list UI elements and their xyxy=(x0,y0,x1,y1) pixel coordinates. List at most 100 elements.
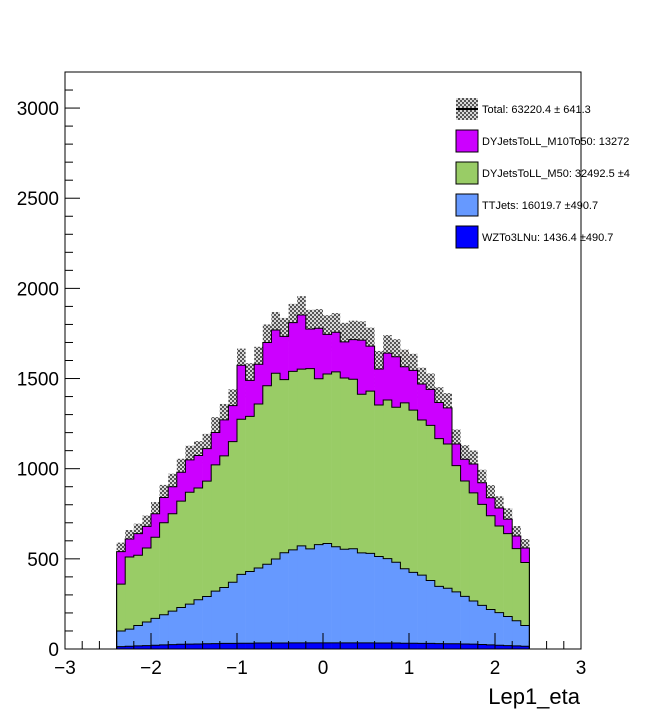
bar-wzto3lnu xyxy=(185,644,195,649)
bar-dyjetstoll-m10to50 xyxy=(469,463,479,493)
bar-wzto3lnu xyxy=(348,642,358,649)
bar-ttjets xyxy=(366,553,375,643)
bar-dyjetstoll-m50 xyxy=(202,481,212,597)
bar-dyjetstoll-m10to50 xyxy=(271,330,281,374)
bar-ttjets xyxy=(477,605,487,645)
bar-wzto3lnu xyxy=(280,643,289,649)
bar-ttjets xyxy=(495,612,504,646)
bar-dyjetstoll-m10to50 xyxy=(477,482,487,505)
bar-dyjetstoll-m10to50 xyxy=(486,497,496,516)
bar-ttjets xyxy=(305,548,315,643)
bar-ttjets xyxy=(323,543,332,643)
bar-wzto3lnu xyxy=(477,644,487,649)
bar-dyjetstoll-m50 xyxy=(185,492,195,605)
bar-ttjets xyxy=(357,552,367,643)
bar-ttjets xyxy=(288,549,298,643)
bar-wzto3lnu xyxy=(520,646,530,649)
x-axis: −3 −2 −1 0 1 2 3 xyxy=(54,633,586,679)
bar-ttjets xyxy=(245,571,255,644)
bar-dyjetstoll-m50 xyxy=(151,537,160,619)
bar-dyjetstoll-m10to50 xyxy=(176,472,186,502)
legend-swatch xyxy=(455,193,479,217)
series-line-ttjets xyxy=(116,543,530,649)
bar-dyjetstoll-m50 xyxy=(469,492,479,602)
legend-entry: DYJetsToLL_M10To50: 13272 xyxy=(455,129,629,153)
bar-wzto3lnu xyxy=(340,642,350,649)
bar-ttjets xyxy=(331,546,341,643)
bar-wzto3lnu xyxy=(426,643,436,649)
bar-ttjets xyxy=(520,625,530,647)
bar-ttjets xyxy=(374,556,384,644)
bar-wzto3lnu xyxy=(331,642,341,649)
bar-dyjetstoll-m50 xyxy=(194,487,203,600)
bar-dyjetstoll-m50 xyxy=(357,394,367,553)
bar-dyjetstoll-m50 xyxy=(125,557,135,630)
bar-dyjetstoll-m50 xyxy=(245,416,255,572)
bar-wzto3lnu xyxy=(409,643,418,649)
bar-wzto3lnu xyxy=(400,643,410,649)
bar-dyjetstoll-m50 xyxy=(262,385,272,565)
bar-wzto3lnu xyxy=(133,645,143,649)
bar-dyjetstoll-m10to50 xyxy=(503,519,513,534)
x-tick-label: 1 xyxy=(404,658,415,679)
x-tick-label: −3 xyxy=(54,658,76,679)
bar-dyjetstoll-m50 xyxy=(417,420,427,576)
bar-dyjetstoll-m10to50 xyxy=(237,365,246,420)
bar-dyjetstoll-m50 xyxy=(168,513,178,612)
bar-dyjetstoll-m50 xyxy=(219,455,229,588)
bar-ttjets xyxy=(151,618,160,646)
bar-dyjetstoll-m10to50 xyxy=(366,346,375,392)
bar-wzto3lnu xyxy=(262,643,272,649)
y-tick-label: 3000 xyxy=(17,99,59,120)
y-tick-label: 1000 xyxy=(17,460,59,481)
bar-wzto3lnu xyxy=(460,643,470,649)
bar-dyjetstoll-m10to50 xyxy=(133,533,143,556)
bar-ttjets xyxy=(254,568,264,644)
bar-ttjets xyxy=(348,548,358,643)
bar-dyjetstoll-m50 xyxy=(340,377,350,550)
bar-ttjets xyxy=(383,558,393,644)
bar-wzto3lnu xyxy=(314,642,324,649)
bar-wzto3lnu xyxy=(495,645,504,649)
legend-label: DYJetsToLL_M10To50: 13272 xyxy=(482,136,629,148)
bar-dyjetstoll-m10to50 xyxy=(219,419,229,456)
bar-wzto3lnu xyxy=(271,643,281,649)
bar-dyjetstoll-m10to50 xyxy=(391,356,401,408)
bar-dyjetstoll-m10to50 xyxy=(254,364,264,404)
bar-dyjetstoll-m10to50 xyxy=(280,336,289,380)
bar-ttjets xyxy=(228,582,238,644)
bar-ttjets xyxy=(340,549,350,643)
bar-dyjetstoll-m10to50 xyxy=(417,383,427,421)
bar-wzto3lnu xyxy=(366,642,375,649)
bar-dyjetstoll-m10to50 xyxy=(125,539,135,558)
bar-dyjetstoll-m10to50 xyxy=(305,328,315,369)
bar-dyjetstoll-m10to50 xyxy=(409,370,418,411)
bar-ttjets xyxy=(512,620,522,646)
bar-dyjetstoll-m10to50 xyxy=(211,432,221,465)
bar-dyjetstoll-m10to50 xyxy=(202,448,212,482)
x-axis-title: Lep1_eta xyxy=(488,684,581,709)
bar-dyjetstoll-m50 xyxy=(366,391,375,554)
bar-dyjetstoll-m50 xyxy=(331,371,341,547)
y-tick-label: 1500 xyxy=(17,370,59,391)
bar-dyjetstoll-m10to50 xyxy=(400,366,410,403)
bar-dyjetstoll-m10to50 xyxy=(185,459,195,493)
bar-dyjetstoll-m50 xyxy=(271,373,281,560)
bar-dyjetstoll-m10to50 xyxy=(168,486,178,514)
y-tick-label: 2500 xyxy=(17,189,59,210)
bar-dyjetstoll-m10to50 xyxy=(262,342,272,386)
bar-ttjets xyxy=(237,574,246,644)
bar-wzto3lnu xyxy=(383,643,393,649)
bar-dyjetstoll-m50 xyxy=(288,371,298,550)
bar-ttjets xyxy=(314,544,324,643)
bar-dyjetstoll-m50 xyxy=(280,379,289,553)
bar-wzto3lnu xyxy=(151,645,160,649)
bar-wzto3lnu xyxy=(417,643,427,649)
series-line-dyjetstoll-m50 xyxy=(116,368,530,649)
legend-swatch xyxy=(455,225,479,249)
bar-dyjetstoll-m50 xyxy=(409,410,418,573)
bar-wzto3lnu xyxy=(297,642,307,649)
bar-ttjets xyxy=(297,545,307,643)
bar-ttjets xyxy=(125,629,135,647)
